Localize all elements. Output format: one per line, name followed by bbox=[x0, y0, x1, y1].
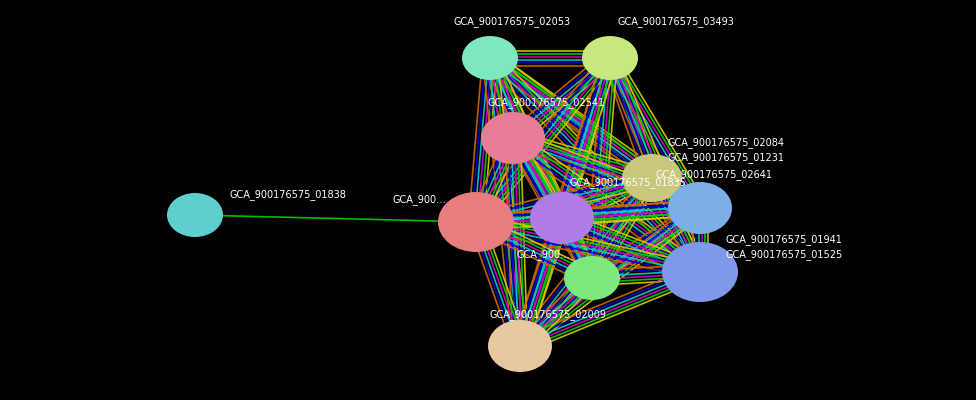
Text: GCA_900176575_02541: GCA_900176575_02541 bbox=[488, 97, 605, 108]
Ellipse shape bbox=[582, 36, 638, 80]
Ellipse shape bbox=[668, 182, 732, 234]
Text: GCA_900…: GCA_900… bbox=[516, 249, 570, 260]
Ellipse shape bbox=[564, 256, 620, 300]
Ellipse shape bbox=[530, 192, 594, 244]
Ellipse shape bbox=[462, 36, 518, 80]
Ellipse shape bbox=[488, 320, 552, 372]
Text: GCA_900176575_02009: GCA_900176575_02009 bbox=[490, 309, 607, 320]
Ellipse shape bbox=[481, 112, 545, 164]
Text: GCA_900176575_01838: GCA_900176575_01838 bbox=[230, 189, 346, 200]
Ellipse shape bbox=[438, 192, 514, 252]
Text: GCA_900176575_02053: GCA_900176575_02053 bbox=[453, 16, 570, 27]
Text: GCA_900176575_01835: GCA_900176575_01835 bbox=[570, 177, 687, 188]
Text: GCA_900176575_01941: GCA_900176575_01941 bbox=[725, 234, 842, 245]
Ellipse shape bbox=[662, 242, 738, 302]
Text: GCA_900176575_02084: GCA_900176575_02084 bbox=[668, 137, 785, 148]
Text: GCA_900176575_03493: GCA_900176575_03493 bbox=[617, 16, 734, 27]
Text: GCA_900…: GCA_900… bbox=[392, 194, 446, 205]
Text: GCA_900176575_01525: GCA_900176575_01525 bbox=[725, 249, 842, 260]
Ellipse shape bbox=[167, 193, 223, 237]
Text: GCA_900176575_02641: GCA_900176575_02641 bbox=[655, 169, 772, 180]
Ellipse shape bbox=[622, 154, 682, 202]
Text: GCA_900176575_01231: GCA_900176575_01231 bbox=[668, 152, 785, 163]
